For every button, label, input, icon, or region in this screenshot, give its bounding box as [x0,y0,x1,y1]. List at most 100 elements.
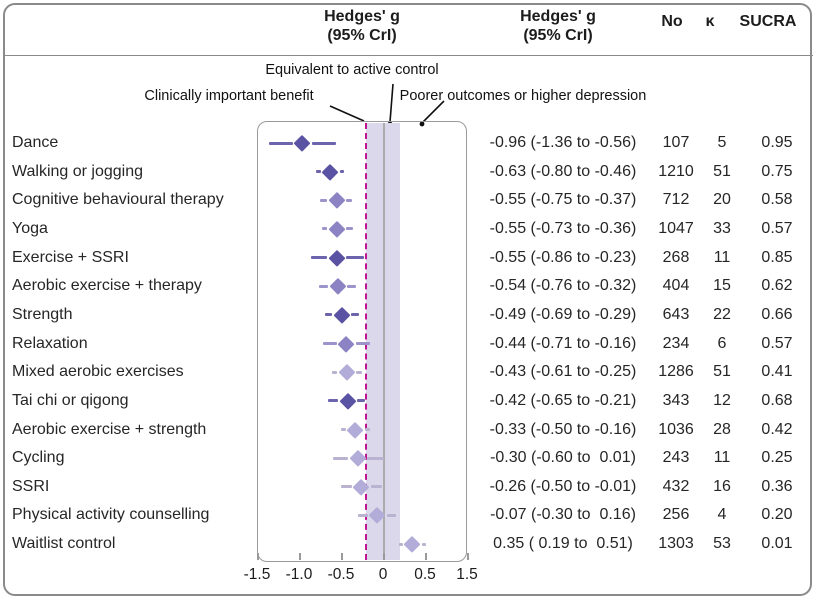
n-participants-cell: 243 [663,449,690,467]
n-participants-cell: 1303 [658,535,694,553]
ci-line-left [333,457,349,460]
ci-line-right [357,399,365,402]
ci-text-cell: 0.35 ( 0.19 to 0.51) [493,535,633,553]
k-studies-cell: 51 [713,163,731,181]
sucra-cell: 0.66 [761,306,792,324]
ci-line-left [332,371,338,374]
axis-tick [425,553,427,560]
sucra-cell: 0.68 [761,392,792,410]
ci-line-left [341,485,352,488]
n-participants-cell: 256 [663,506,690,524]
n-participants-cell: 1047 [658,220,694,238]
ci-line-left [316,170,321,173]
n-participants-cell: 1210 [658,163,694,181]
treatment-label: Physical activity counselling [12,506,209,524]
treatment-label: Aerobic exercise + therapy [12,277,202,295]
ci-text-cell: -0.49 (-0.69 to -0.29) [490,306,637,324]
sucra-cell: 0.85 [761,249,792,267]
sucra-cell: 0.57 [761,335,792,353]
k-studies-cell: 11 [714,249,731,267]
n-participants-cell: 432 [663,478,690,496]
n-participants-cell: 404 [663,277,690,295]
n-participants-cell: 1036 [658,421,694,439]
axis-tick [341,553,343,560]
treatment-label: Cognitive behavioural therapy [12,191,224,209]
zero-reference-line [383,123,385,560]
ci-text-cell: -0.54 (-0.76 to -0.32) [490,277,637,295]
n-participants-cell: 107 [663,134,690,152]
k-studies-cell: 16 [713,478,731,496]
ci-text-cell: -0.55 (-0.73 to -0.36) [490,220,637,238]
ci-line-right [371,485,383,488]
ci-text-cell: -0.43 (-0.61 to -0.25) [490,363,637,381]
ci-line-left [323,342,336,345]
ci-text-cell: -0.42 (-0.65 to -0.21) [490,392,637,410]
ci-text-cell: -0.33 (-0.50 to -0.16) [490,421,637,439]
ci-line-right [365,428,370,431]
ci-line-left [319,285,328,288]
ci-text-cell: -0.30 (-0.60 to 0.01) [490,449,636,467]
ci-line-right [356,371,362,374]
n-participants-cell: 343 [663,392,690,410]
treatment-label: Relaxation [12,335,88,353]
ci-line-left [325,313,332,316]
sucra-cell: 0.36 [761,478,792,496]
k-studies-cell: 33 [713,220,731,238]
k-studies-cell: 5 [718,134,727,152]
axis-tick [257,553,259,560]
treatment-label: Mixed aerobic exercises [12,363,184,381]
treatment-label: Yoga [12,220,48,238]
sucra-cell: 0.41 [761,363,792,381]
axis-tick-label: -1.0 [286,566,313,584]
k-studies-cell: 12 [713,392,731,410]
annotation-equivalent: Equivalent to active control [265,62,438,78]
k-studies-cell: 20 [713,191,731,209]
k-studies-cell: 15 [713,277,731,295]
n-participants-cell: 643 [663,306,690,324]
ci-line-left [328,399,338,402]
n-participants-cell: 268 [663,249,690,267]
ci-line-right [346,199,352,202]
ci-line-right [312,142,336,145]
column-header-hedges-text: Hedges' g (95% CrI) [520,7,596,45]
treatment-label: SSRI [12,478,49,496]
k-studies-cell: 11 [714,449,731,467]
treatment-label: Dance [12,134,58,152]
axis-tick [467,553,469,560]
treatment-label: Exercise + SSRI [12,249,129,267]
ci-text-cell: -0.26 (-0.50 to -0.01) [490,478,637,496]
column-header-hedges-plot: Hedges' g (95% CrI) [324,7,400,45]
sucra-cell: 0.58 [761,191,792,209]
sucra-cell: 0.42 [761,421,792,439]
ci-line-right [367,457,384,460]
axis-tick [383,553,385,560]
ci-line-left [341,428,346,431]
treatment-label: Waitlist control [12,535,115,553]
treatment-label: Strength [12,306,72,324]
ci-line-right [347,285,356,288]
ci-text-cell: -0.55 (-0.86 to -0.23) [490,249,637,267]
axis-tick-label: 0.5 [414,566,436,584]
sucra-cell: 0.01 [761,535,792,553]
treatment-label: Tai chi or qigong [12,392,129,410]
ci-line-right [346,227,352,230]
treatment-label: Cycling [12,449,64,467]
k-studies-cell: 22 [713,306,731,324]
column-header-kappa: κ [706,12,715,31]
treatment-label: Aerobic exercise + strength [12,421,206,439]
forest-plot-figure: Hedges' g (95% CrI) Hedges' g (95% CrI) … [0,0,817,600]
column-header-sucra: SUCRA [740,12,797,31]
sucra-cell: 0.62 [761,277,792,295]
ci-line-right [351,313,358,316]
n-participants-cell: 712 [663,191,690,209]
column-header-no: No [661,12,682,31]
ci-line-right [346,256,363,259]
axis-tick-label: -0.5 [328,566,355,584]
ci-line-left [269,142,293,145]
sucra-cell: 0.95 [761,134,792,152]
ci-text-cell: -0.07 (-0.30 to 0.16) [490,506,636,524]
annotation-poorer: Poorer outcomes or higher depression [400,88,647,104]
ci-text-cell: -0.96 (-1.36 to -0.56) [490,134,637,152]
ci-line-right [340,170,345,173]
sucra-cell: 0.75 [761,163,792,181]
